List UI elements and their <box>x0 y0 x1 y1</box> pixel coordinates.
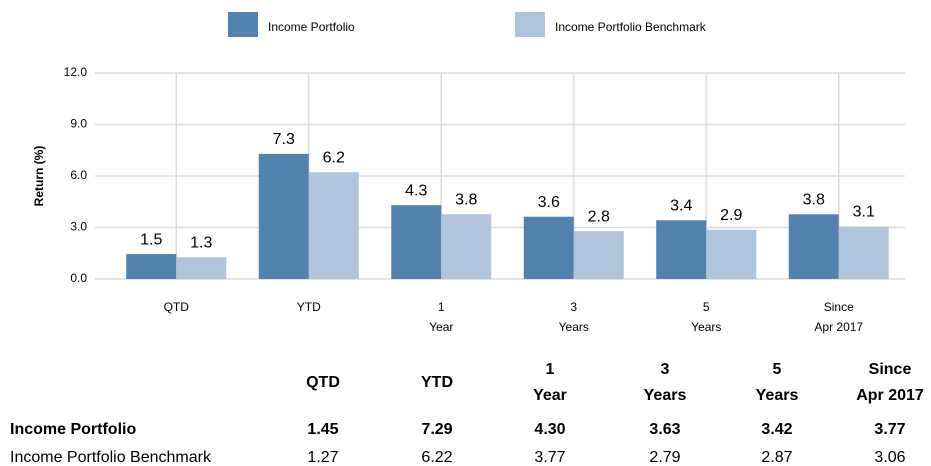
legend-label: Income Portfolio <box>268 20 355 34</box>
y-tick-label: 0.0 <box>70 271 87 285</box>
table-cell: 2.79 <box>649 449 680 466</box>
bar <box>788 214 839 279</box>
table-row-label: Income Portfolio Benchmark <box>10 449 212 466</box>
bar <box>308 172 359 279</box>
bar <box>441 214 492 279</box>
bar <box>656 220 707 279</box>
data-label: 3.6 <box>538 194 560 211</box>
table-header: 3 Years <box>644 361 687 404</box>
bar <box>573 231 624 279</box>
bar <box>706 229 757 279</box>
legend-swatch <box>515 12 545 37</box>
data-label: 6.2 <box>323 149 345 166</box>
x-tick-label: YTD <box>297 300 321 314</box>
data-label: 2.8 <box>588 208 610 225</box>
table-cell: 7.29 <box>421 421 452 438</box>
x-tick-label: 3 Years <box>559 300 589 334</box>
table-cell: 3.42 <box>761 421 792 438</box>
table-cell: 2.87 <box>761 449 792 466</box>
data-label: 4.3 <box>405 182 427 199</box>
table-cell: 6.22 <box>421 449 452 466</box>
data-label: 3.8 <box>455 192 477 209</box>
data-label: 3.1 <box>853 204 875 221</box>
bar <box>258 153 309 279</box>
table-cell: 1.27 <box>307 449 338 466</box>
data-label: 1.5 <box>140 231 162 248</box>
table-cell: 3.63 <box>649 421 680 438</box>
table-cell: 3.77 <box>534 449 565 466</box>
table-cell: 1.45 <box>307 421 338 438</box>
table-header: QTD <box>306 374 340 391</box>
data-label: 3.4 <box>670 198 692 215</box>
data-label: 7.3 <box>273 131 295 148</box>
table-row-label: Income Portfolio <box>10 421 136 438</box>
table-header: YTD <box>421 374 453 391</box>
x-tick-label: Since Apr 2017 <box>814 300 863 334</box>
bar <box>126 254 177 279</box>
table-cell: 4.30 <box>534 421 565 438</box>
data-label: 1.3 <box>190 234 212 251</box>
data-label: 3.8 <box>803 192 825 209</box>
y-tick-label: 3.0 <box>70 220 87 234</box>
y-tick-label: 6.0 <box>70 168 87 182</box>
table-header: Since Apr 2017 <box>856 361 924 404</box>
bar <box>838 226 889 279</box>
legend-label: Income Portfolio Benchmark <box>555 20 707 34</box>
bar <box>523 216 574 279</box>
data-label: 2.9 <box>720 207 742 224</box>
y-tick-label: 12.0 <box>64 65 88 79</box>
table-cell: 3.77 <box>874 421 905 438</box>
table-header: 1 Year <box>533 361 567 404</box>
table-cell: 3.06 <box>874 449 905 466</box>
bar <box>391 205 442 279</box>
x-tick-label: 1 Year <box>429 300 453 334</box>
legend-swatch <box>228 12 258 37</box>
x-tick-label: QTD <box>164 300 190 314</box>
x-tick-label: 5 Years <box>691 300 721 334</box>
y-tick-label: 9.0 <box>70 117 87 131</box>
y-axis-title: Return (%) <box>32 146 46 207</box>
bar <box>176 257 227 279</box>
table-header: 5 Years <box>756 361 799 404</box>
